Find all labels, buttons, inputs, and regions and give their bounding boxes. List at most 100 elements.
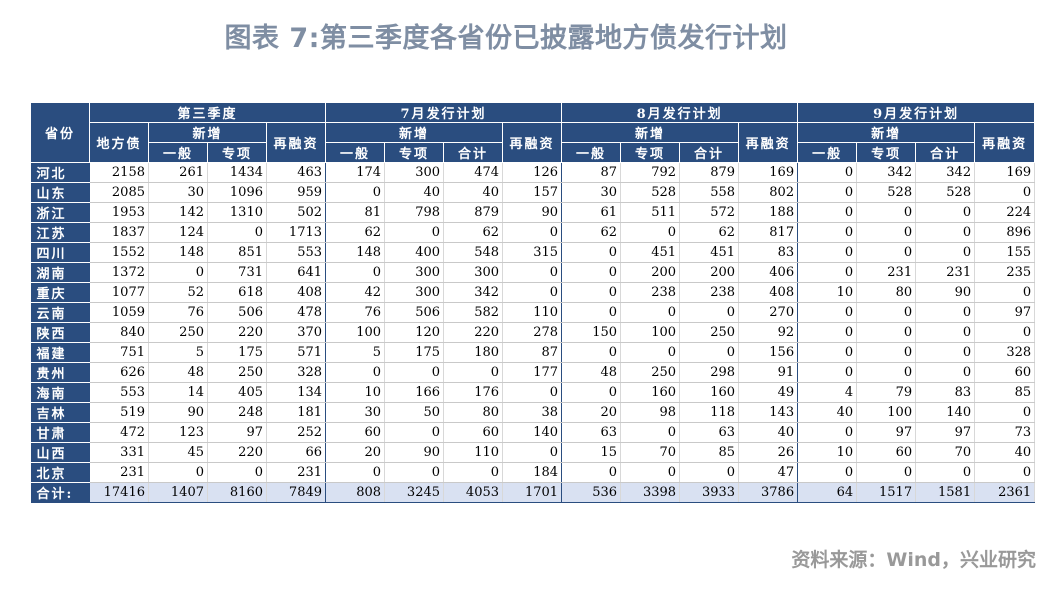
value-cell: 808: [325, 482, 386, 503]
value-cell: 261: [148, 162, 208, 183]
value-cell: 20: [561, 402, 622, 423]
table-row: 湖南 1372 0 731 641 0 300 300 0 0 200 200 406 0 231 231 23…: [30, 262, 1036, 283]
table-row: 四川 1552 148 851 553 148 400 548 315 0 451 451 83 0 0 0 1…: [30, 242, 1036, 263]
value-cell: 0: [325, 462, 386, 483]
value-cell: 100: [620, 322, 681, 343]
value-cell: 0: [797, 362, 858, 383]
province-cell: 贵州: [30, 362, 90, 383]
value-cell: 250: [620, 362, 681, 383]
value-cell: 30: [561, 182, 622, 203]
value-cell: 62: [325, 222, 386, 243]
value-cell: 87: [561, 162, 622, 183]
value-cell: 315: [502, 242, 563, 263]
value-cell: 0: [443, 462, 504, 483]
value-cell: 181: [266, 402, 327, 423]
value-cell: 300: [443, 262, 504, 283]
value-cell: 3398: [620, 482, 681, 503]
value-cell: 40: [974, 442, 1036, 463]
value-cell: 174: [325, 162, 386, 183]
value-cell: 30: [325, 402, 386, 423]
value-cell: 0: [915, 222, 976, 243]
header-aug-subtotal: 合计: [679, 142, 740, 163]
value-cell: 0: [915, 302, 976, 323]
value-cell: 38: [502, 402, 563, 423]
value-cell: 124: [148, 222, 208, 243]
value-cell: 1837: [89, 222, 149, 243]
value-cell: 0: [384, 462, 445, 483]
value-cell: 3245: [384, 482, 445, 503]
value-cell: 3933: [679, 482, 740, 503]
value-cell: 235: [974, 262, 1036, 283]
value-cell: 0: [856, 222, 917, 243]
value-cell: 3786: [738, 482, 799, 503]
value-cell: 250: [148, 322, 208, 343]
province-cell: 吉林: [30, 402, 90, 423]
value-cell: 0: [797, 242, 858, 263]
value-cell: 879: [679, 162, 740, 183]
value-cell: 0: [797, 462, 858, 483]
bond-issuance-table: 省份 第三季度 7月发行计划 8月发行计划 9月发行计划 地方债 新增 再融资 …: [30, 102, 1036, 503]
value-cell: 60: [974, 362, 1036, 383]
value-cell: 0: [915, 202, 976, 223]
value-cell: 300: [384, 262, 445, 283]
value-cell: 156: [738, 342, 799, 363]
value-cell: 150: [561, 322, 622, 343]
value-cell: 50: [384, 402, 445, 423]
value-cell: 408: [266, 282, 327, 303]
value-cell: 328: [974, 342, 1036, 363]
value-cell: 40: [797, 402, 858, 423]
value-cell: 0: [384, 222, 445, 243]
value-cell: 519: [89, 402, 149, 423]
header-q3-refinance: 再融资: [265, 122, 327, 163]
value-cell: 47: [738, 462, 799, 483]
value-cell: 0: [856, 362, 917, 383]
value-cell: 10: [797, 442, 858, 463]
value-cell: 81: [325, 202, 386, 223]
value-cell: 26: [738, 442, 799, 463]
value-cell: 817: [738, 222, 799, 243]
value-cell: 220: [207, 442, 267, 463]
value-cell: 83: [915, 382, 976, 403]
value-cell: 184: [502, 462, 563, 483]
value-cell: 1310: [207, 202, 267, 223]
value-cell: 618: [207, 282, 267, 303]
value-cell: 134: [266, 382, 327, 403]
table-row: 北京 231 0 0 231 0 0 0 184 0 0 0 47 0 0 0 0: [30, 462, 1036, 483]
value-cell: 406: [738, 262, 799, 283]
value-cell: 0: [384, 422, 445, 443]
value-cell: 160: [679, 382, 740, 403]
header-sep-new: 新增: [797, 122, 976, 143]
value-cell: 536: [561, 482, 622, 503]
value-cell: 400: [384, 242, 445, 263]
value-cell: 0: [148, 262, 208, 283]
value-cell: 528: [620, 182, 681, 203]
province-cell: 重庆: [30, 282, 90, 303]
value-cell: 1434: [207, 162, 267, 183]
value-cell: 1552: [89, 242, 149, 263]
value-cell: 166: [384, 382, 445, 403]
value-cell: 100: [325, 322, 386, 343]
province-cell: 福建: [30, 342, 90, 363]
province-cell: 云南: [30, 302, 90, 323]
value-cell: 40: [443, 182, 504, 203]
value-cell: 792: [620, 162, 681, 183]
province-cell: 北京: [30, 462, 90, 483]
value-cell: 63: [679, 422, 740, 443]
value-cell: 155: [974, 242, 1036, 263]
value-cell: 270: [738, 302, 799, 323]
value-cell: 140: [915, 402, 976, 423]
province-cell: 甘肃: [30, 422, 90, 443]
value-cell: 342: [856, 162, 917, 183]
value-cell: 200: [620, 262, 681, 283]
value-cell: 97: [856, 422, 917, 443]
value-cell: 0: [915, 362, 976, 383]
value-cell: 0: [679, 302, 740, 323]
value-cell: 474: [443, 162, 504, 183]
value-cell: 0: [915, 342, 976, 363]
value-cell: 175: [384, 342, 445, 363]
value-cell: 250: [679, 322, 740, 343]
value-cell: 169: [974, 162, 1036, 183]
value-cell: 851: [207, 242, 267, 263]
value-cell: 85: [974, 382, 1036, 403]
value-cell: 641: [266, 262, 327, 283]
